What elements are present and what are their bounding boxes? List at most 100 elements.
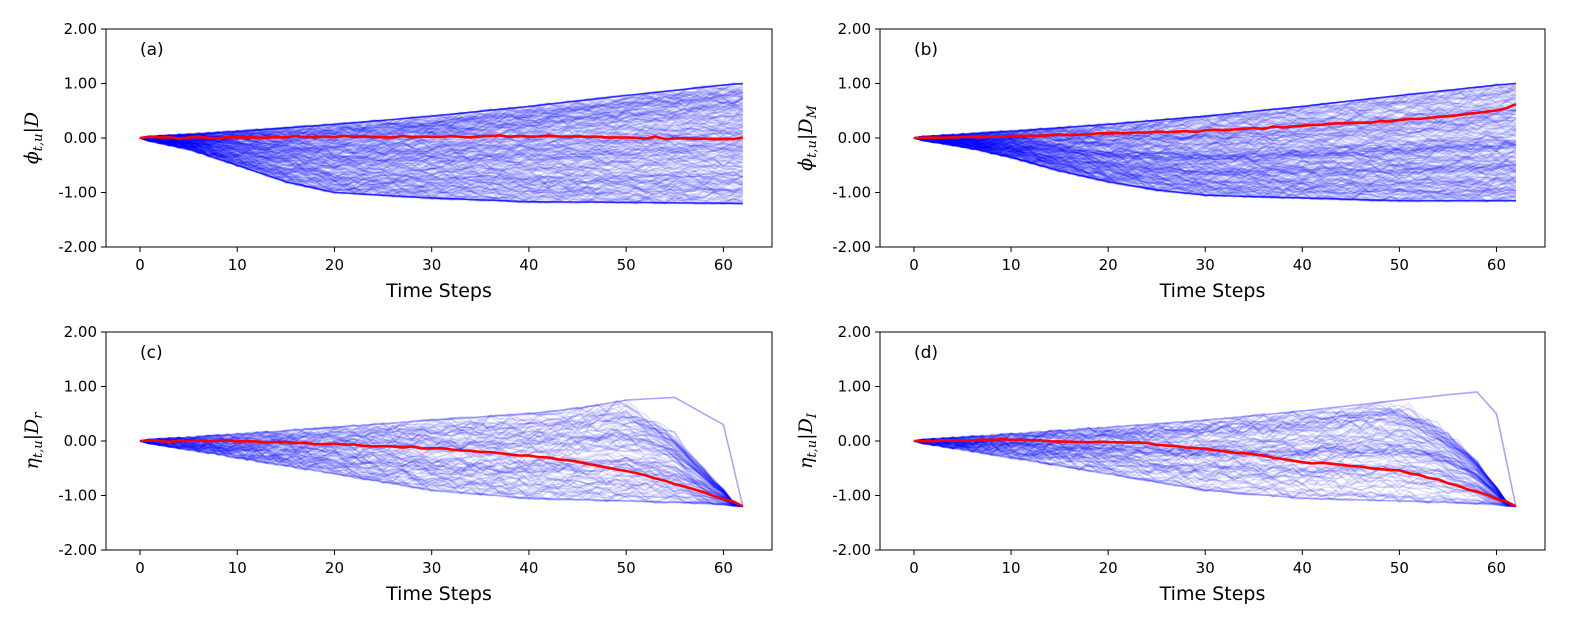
trajectory-line xyxy=(139,97,744,145)
trajectory-line xyxy=(913,440,1517,508)
trajectory-line xyxy=(139,115,743,148)
trajectory-line xyxy=(139,88,743,140)
trajectory-line xyxy=(913,418,1517,508)
trajectory-line xyxy=(913,127,1517,155)
trajectory-line xyxy=(139,125,743,152)
trajectory-line xyxy=(913,117,1517,150)
trajectory-line xyxy=(139,137,744,190)
trajectory-line xyxy=(139,129,743,153)
trajectory-line xyxy=(913,121,1516,152)
trajectory-line xyxy=(139,111,744,148)
trajectory-line xyxy=(139,123,743,151)
trajectory-line xyxy=(913,439,1517,508)
x-axis-label: Time Steps xyxy=(1159,280,1266,302)
y-tick-label: 2.00 xyxy=(64,323,97,341)
trajectory-line xyxy=(913,95,1517,142)
x-tick-label: 30 xyxy=(1196,559,1215,577)
trajectory-line xyxy=(913,135,1516,162)
trajectory-line xyxy=(139,411,744,508)
trajectory-line xyxy=(913,111,1517,147)
trajectory-line xyxy=(139,136,744,196)
trajectory-line xyxy=(913,134,1516,160)
trajectory-line xyxy=(139,137,743,173)
trajectory-line xyxy=(139,94,744,140)
trajectory-line xyxy=(913,137,1517,192)
trajectory-line xyxy=(913,125,1516,151)
trajectory-line xyxy=(913,439,1516,508)
trajectory-line xyxy=(913,137,1517,187)
trajectory-line xyxy=(139,440,743,508)
trajectory-line xyxy=(913,402,1517,508)
trajectory-line xyxy=(913,400,1517,508)
trajectory-line xyxy=(139,136,743,160)
trajectory-line xyxy=(139,440,743,508)
trajectory-line xyxy=(913,435,1517,508)
trajectory-line xyxy=(139,436,744,508)
trajectory-line xyxy=(913,135,1517,160)
trajectory-line xyxy=(139,440,743,508)
y-tick-label: -1.00 xyxy=(832,487,871,505)
series-upper-envelope xyxy=(913,391,1517,507)
trajectory-line xyxy=(913,137,1517,177)
trajectory-line xyxy=(913,85,1517,140)
trajectory-line xyxy=(139,134,743,163)
trajectory-line xyxy=(913,129,1517,158)
trajectory-line xyxy=(913,134,1516,170)
trajectory-line xyxy=(913,132,1517,163)
trajectory-line xyxy=(913,135,1517,194)
trajectory-line xyxy=(139,436,744,508)
trajectory-line xyxy=(913,133,1517,164)
trajectory-line xyxy=(913,121,1517,152)
trajectory-line xyxy=(139,137,744,204)
trajectory-line xyxy=(913,133,1517,160)
trajectory-line xyxy=(913,410,1517,508)
trajectory-line xyxy=(139,136,744,194)
trajectory-line xyxy=(140,137,744,187)
trajectory-line xyxy=(913,137,1517,182)
trajectory-line xyxy=(913,137,1517,198)
trajectory-line xyxy=(913,137,1517,170)
trajectory-line xyxy=(139,136,743,172)
trajectory-line xyxy=(913,137,1517,183)
trajectory-line xyxy=(913,135,1517,192)
trajectory-line xyxy=(913,121,1517,152)
trajectory-line xyxy=(913,135,1517,201)
trajectory-line xyxy=(139,137,743,182)
trajectory-line xyxy=(913,136,1516,180)
trajectory-line xyxy=(139,437,744,508)
series-lower-envelope xyxy=(913,440,1517,508)
trajectory-line xyxy=(913,436,1517,508)
trajectory-line xyxy=(139,135,743,161)
trajectory-line xyxy=(139,439,743,508)
trajectory-line xyxy=(139,431,743,508)
panel-label: (a) xyxy=(140,40,164,60)
trajectory-line xyxy=(913,116,1516,144)
trajectory-line xyxy=(913,435,1517,508)
series-mean-line xyxy=(913,437,1517,508)
trajectory-line xyxy=(139,123,743,152)
trajectory-line xyxy=(139,137,744,205)
trajectory-line xyxy=(914,137,1517,187)
trajectory-line xyxy=(913,119,1517,149)
trajectory-line xyxy=(913,129,1517,155)
trajectory-line xyxy=(139,437,743,508)
trajectory-line xyxy=(139,137,743,171)
trajectory-line xyxy=(913,428,1517,508)
trajectory-line xyxy=(139,95,743,140)
trajectory-line xyxy=(139,135,743,164)
trajectory-line xyxy=(139,134,743,168)
trajectory-line xyxy=(139,424,744,508)
trajectory-line xyxy=(913,137,1516,167)
trajectory-line xyxy=(913,137,1516,163)
trajectory-line xyxy=(139,437,744,508)
trajectory-line xyxy=(139,136,744,177)
trajectory-line xyxy=(913,137,1517,179)
trajectory-line xyxy=(139,115,743,151)
trajectory-line xyxy=(913,137,1517,189)
trajectory-line xyxy=(913,110,1517,147)
trajectory-line xyxy=(913,436,1517,508)
trajectory-line xyxy=(139,92,743,142)
trajectory-line xyxy=(139,82,743,141)
trajectory-line xyxy=(139,135,744,205)
